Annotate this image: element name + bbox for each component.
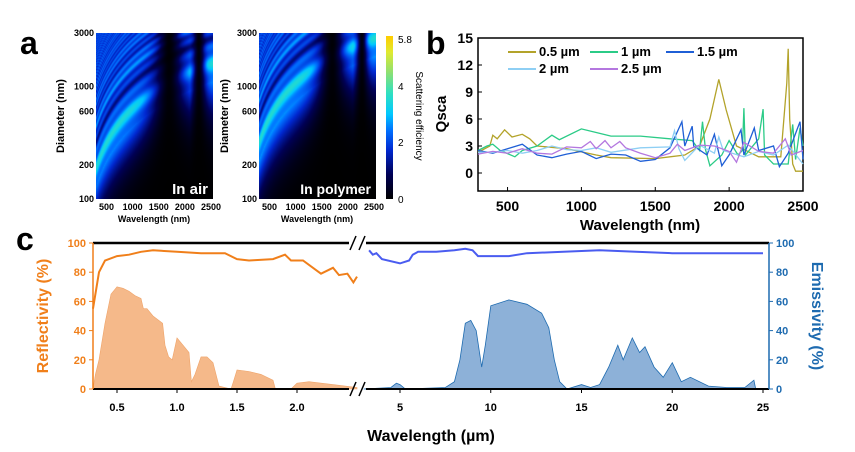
x-tick-label: 1000 [123,202,143,212]
y-tick-label: 1000 [237,82,257,92]
axis-break-mark [349,235,357,251]
c-ylabel-left: Reflectivity (%) [35,259,52,374]
y-tick-label: 600 [242,107,257,117]
series-line-2-5m [477,137,804,164]
axis-break-mark [358,235,366,251]
c-xlabel: Wavelength (µm) [367,428,495,445]
series-line-0-5m [477,48,803,172]
atmospheric-window-area [363,299,763,390]
left-y-tick-label: 20 [74,355,86,367]
heatmap-air-label: In air [172,181,208,198]
x-tick-label: 2500 [364,202,384,212]
colorbar-tick-label: 5.8 [398,35,412,46]
x-tick-label: 2000 [714,198,745,214]
heatmap-polymer-label: In polymer [300,181,371,197]
panel-label-c: c [16,221,34,257]
left-y-tick-label: 100 [68,238,86,250]
y-tick-label: 3000 [74,28,94,38]
y-tick-label: 100 [242,194,257,204]
x-tick-label: 2.0 [289,402,304,414]
x-tick-label: 2000 [338,202,358,212]
y-tick-label: 600 [79,107,94,117]
legend-label: 1.5 µm [697,44,738,59]
right-y-tick-label: 40 [776,326,788,338]
panel-c: 0 0 20 20 40 40 60 60 80 80 100 100 0.5 1.0 1.5 2.0 5 10 1… [35,235,825,445]
reflectivity-line [92,249,358,309]
axis-break-mark [349,381,357,397]
panel-label-b: b [426,25,446,61]
y-tick-label: 9 [465,84,473,100]
right-y-tick-label: 60 [776,296,788,308]
y-tick-label: 12 [457,57,473,73]
y-tick-label: 0 [465,165,473,181]
plot-frame-b [477,37,804,192]
left-y-tick-label: 80 [74,267,86,279]
c-ylabel-right: Emissivity (%) [808,262,825,370]
right-y-tick-label: 20 [776,355,788,367]
y-tick-label: 100 [79,194,94,204]
x-tick-label: 2000 [175,202,195,212]
y-tick-label: 3000 [237,28,257,38]
left-y-tick-label: 60 [74,296,86,308]
colorbar-tick-label: 2 [398,138,404,149]
legend-label: 2 µm [539,61,569,76]
x-tick-label: 1000 [286,202,306,212]
heatmap-polymer-xlabel: Wavelength (nm) [281,214,353,224]
x-tick-label: 10 [485,402,497,414]
y-tick-label: 1000 [74,82,94,92]
left-y-tick-label: 0 [80,384,86,396]
x-tick-label: 500 [496,198,520,214]
y-tick-label: 3 [465,138,473,154]
x-tick-label: 1500 [640,198,671,214]
right-y-tick-label: 0 [776,384,782,396]
colorbar-tick-label: 4 [398,82,404,93]
x-tick-label: 1.5 [229,402,244,414]
x-tick-label: 5 [397,402,403,414]
legend-label: 2.5 µm [621,61,662,76]
right-y-tick-label: 100 [776,238,794,250]
x-tick-label: 1000 [566,198,597,214]
b-xlabel: Wavelength (nm) [580,217,700,234]
x-tick-label: 15 [575,402,587,414]
x-tick-label: 25 [757,402,769,414]
heatmap-polymer-ylabel: Diameter (nm) [219,79,231,153]
x-tick-label: 1500 [149,202,169,212]
x-tick-label: 2500 [787,198,818,214]
solar-spectrum-area [92,286,358,390]
y-tick-label: 6 [465,111,473,127]
left-y-tick-label: 40 [74,326,86,338]
x-tick-label: 20 [666,402,678,414]
axis-break-mark [358,381,366,397]
heatmap-air [96,33,213,199]
legend-label: 0.5 µm [539,44,580,59]
panel-b: 0 3 6 9 12 15 500 1000 1500 2000 2500 0.5 µm 1 µm 1.… [433,30,819,234]
x-tick-label: 0.5 [109,402,124,414]
emissivity-line [368,247,763,265]
b-ylabel: Qsca [433,95,450,132]
x-tick-label: 500 [262,202,277,212]
y-tick-label: 200 [242,160,257,170]
series-line-1-5m [477,119,804,169]
heatmap-air-xlabel: Wavelength (nm) [118,214,190,224]
y-tick-label: 15 [457,30,473,46]
heatmap-polymer [259,33,376,199]
heatmap-polymer-container [259,33,376,199]
colorbar-tick-label: 0 [398,195,404,206]
legend-label: 1 µm [621,44,651,59]
panel-label-a: a [20,25,38,61]
series-line-2m [478,128,804,165]
x-tick-label: 2500 [201,202,221,212]
heatmap-air-ylabel: Diameter (nm) [55,79,67,153]
x-tick-label: 1500 [312,202,332,212]
right-y-tick-label: 80 [776,267,788,279]
colorbar [386,36,393,199]
heatmap-air-container [96,33,213,199]
y-tick-label: 200 [79,160,94,170]
x-tick-label: 1.0 [169,402,184,414]
series-line-1m [477,108,804,167]
colorbar-label: Scattering efficiency [413,71,424,160]
x-tick-label: 500 [99,202,114,212]
